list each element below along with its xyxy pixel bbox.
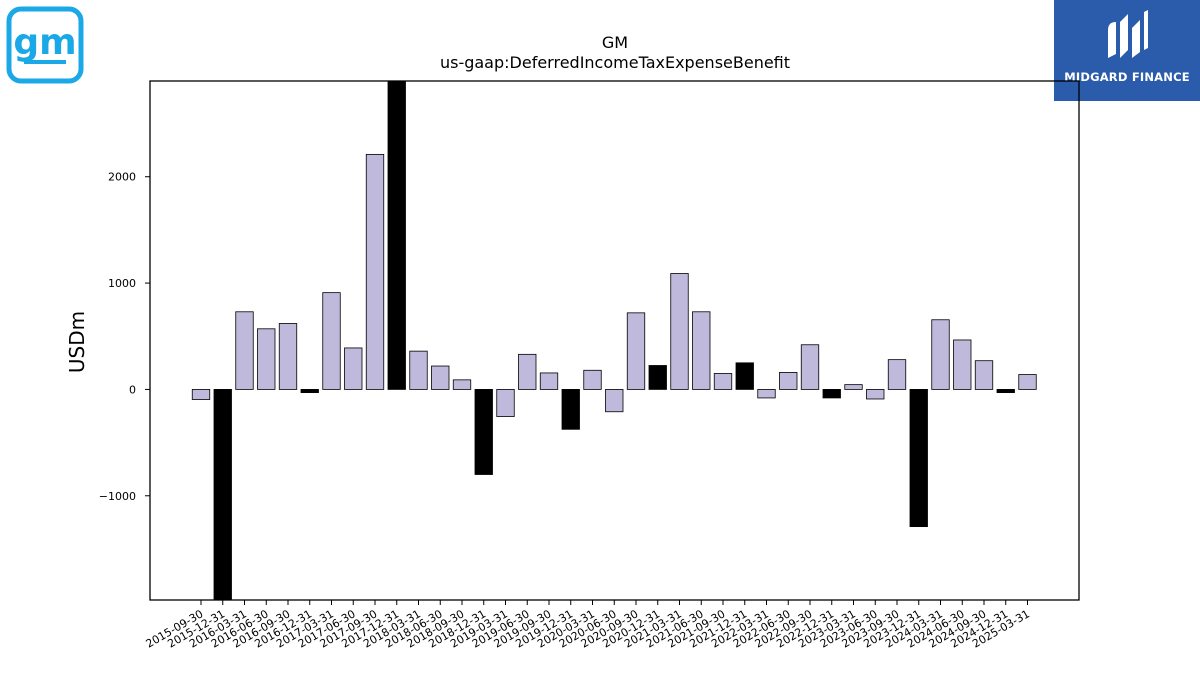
bar-2021-09-30 <box>713 373 733 390</box>
chart-title: GM <box>602 33 628 52</box>
bar-2020-03-31 <box>583 369 602 390</box>
bar-2020-06-30 <box>605 389 624 413</box>
bar-2022-03-31 <box>757 389 776 399</box>
bars-group <box>191 80 1037 601</box>
bar-2023-12-31 <box>909 389 928 528</box>
y-ticks: −1000 0 1000 2000 <box>99 171 150 503</box>
bar-2015-12-31 <box>213 389 232 601</box>
brand-badge: MIDGARD FINANCE <box>1054 0 1200 101</box>
bar-2020-09-30 <box>626 312 646 390</box>
gm-logo-text: gm <box>13 22 76 63</box>
bar-2016-06-30 <box>257 328 276 390</box>
y-tick-label: 1000 <box>108 277 136 290</box>
bar-2018-09-30 <box>452 379 472 390</box>
bar-2018-06-30 <box>431 365 450 390</box>
bar-2024-06-30 <box>953 339 972 390</box>
bar-2018-03-31 <box>409 350 428 390</box>
bar-2017-03-31 <box>322 292 341 390</box>
y-axis-label: USDm <box>65 311 89 373</box>
plot-frame <box>149 80 1080 601</box>
bar-2016-09-30 <box>278 323 298 390</box>
chart-subtitle: us-gaap:DeferredIncomeTaxExpenseBenefit <box>440 53 790 72</box>
bar-2023-06-30 <box>866 389 885 400</box>
bar-2019-12-31 <box>561 389 580 430</box>
bar-2016-03-31 <box>235 311 254 390</box>
bar-2024-12-31 <box>996 389 1015 394</box>
bar-2023-09-30 <box>887 359 907 390</box>
y-tick-label: 2000 <box>108 171 136 184</box>
y-tick-label: 0 <box>129 383 136 396</box>
gm-logo: gm <box>6 6 84 84</box>
bar-2022-09-30 <box>800 344 820 390</box>
bar-2015-09-30 <box>191 389 211 400</box>
bar-2019-03-31 <box>496 389 515 417</box>
midgard-logo-icon <box>1108 10 1148 58</box>
bar-2021-06-30 <box>692 311 711 390</box>
bar-2024-03-31 <box>931 319 950 390</box>
bar-2016-12-31 <box>300 389 319 394</box>
bar-2022-06-30 <box>779 372 798 390</box>
bar-2017-12-31 <box>387 80 406 390</box>
bar-2023-03-31 <box>844 384 863 390</box>
y-tick-label: −1000 <box>99 490 136 503</box>
bar-2025-03-31 <box>1018 374 1037 390</box>
x-ticks: 2015-09-302015-12-312016-03-312016-06-30… <box>144 600 1032 651</box>
brand-name: MIDGARD FINANCE <box>1064 70 1190 84</box>
bar-2024-09-30 <box>974 360 994 390</box>
bar-2019-06-30 <box>518 353 537 390</box>
bar-2021-12-31 <box>735 362 754 390</box>
bar-2019-09-30 <box>539 372 559 390</box>
bar-2022-12-31 <box>822 389 841 399</box>
bar-2017-09-30 <box>365 153 385 390</box>
bar-2021-03-31 <box>670 273 689 390</box>
bar-2017-06-30 <box>344 347 363 390</box>
bar-2020-12-31 <box>648 365 667 390</box>
bar-2018-12-31 <box>474 389 493 475</box>
